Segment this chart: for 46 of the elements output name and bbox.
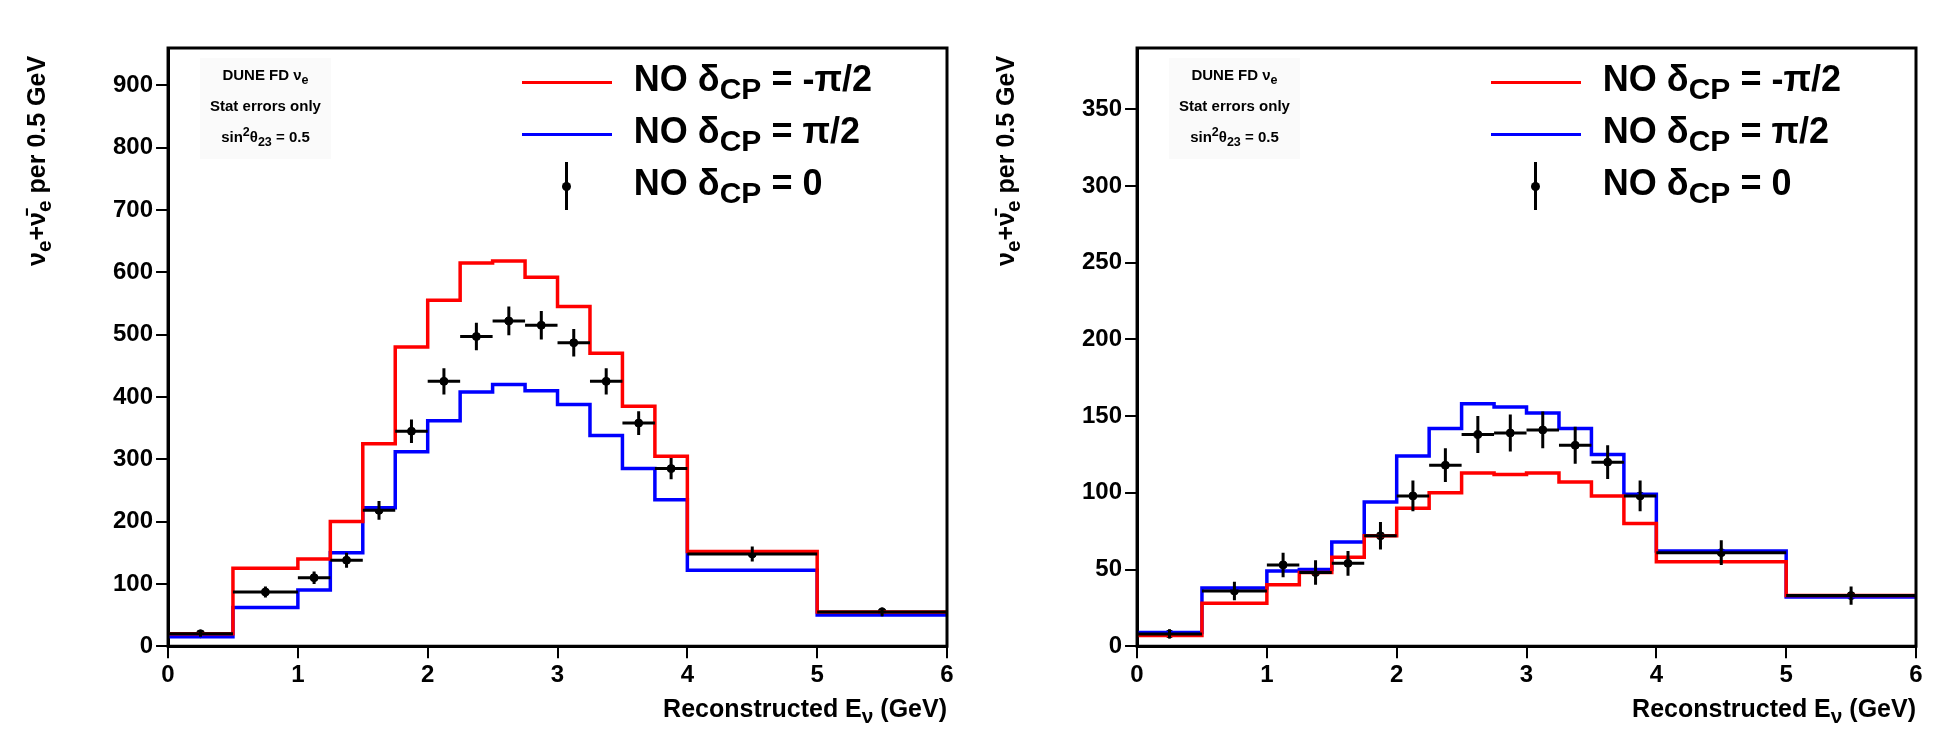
x-tick-label: 0	[1130, 660, 1144, 688]
annotation: DUNE FD ν$_{e}$	[221, 65, 310, 89]
y-tick-label: 600	[113, 256, 154, 284]
y-tick-label: 200	[1082, 324, 1123, 352]
annotation: Stat errors only	[1179, 96, 1290, 116]
x-tick-label: 6	[1909, 660, 1923, 688]
x-tick-label: 5	[810, 660, 824, 688]
x-tick-label: 0	[161, 660, 175, 688]
y-tick-label: 200	[113, 506, 154, 534]
y-tick-label: 100	[113, 568, 154, 596]
x-tick-label: 4	[1649, 660, 1664, 688]
legend-label: NO δ$_{CP}$ = -π/2	[633, 57, 872, 107]
annotation: Stat errors only	[210, 96, 321, 116]
legend-label: NO δ$_{CP}$ = -π/2	[1602, 57, 1841, 107]
x-tick-label: 3	[550, 660, 565, 688]
y-tick-label: 0	[139, 630, 154, 658]
x-tick-label: 2	[421, 660, 435, 688]
annotation: DUNE FD ν$_{e}$	[1190, 65, 1279, 89]
x-tick-label: 1	[291, 660, 305, 688]
x-tick-label: 5	[1779, 660, 1793, 688]
annotation: sin$^{2}$θ$_{23}$ = 0.5	[1189, 124, 1280, 151]
y-tick-label: 100	[1082, 477, 1123, 505]
y-tick-label: 700	[113, 194, 154, 222]
legend-label: NO δ$_{CP}$ = 0	[1602, 161, 1792, 211]
x-axis-title: Reconstructed E$_{ν}$ (GeV)	[663, 694, 947, 729]
y-tick-label: 50	[1095, 554, 1123, 582]
y-tick-label: 250	[1082, 247, 1123, 275]
y-tick-label: 800	[113, 132, 154, 160]
y-tick-label: 300	[1082, 170, 1123, 198]
legend-label: NO δ$_{CP}$ = π/2	[1602, 109, 1830, 159]
y-tick-label: 0	[1108, 630, 1123, 658]
x-tick-label: 6	[940, 660, 954, 688]
y-tick-label: 400	[113, 381, 154, 409]
legend-label: NO δ$_{CP}$ = π/2	[633, 109, 861, 159]
legend-label: NO δ$_{CP}$ = 0	[633, 161, 823, 211]
y-tick-label: 350	[1082, 93, 1123, 121]
y-tick-label: 900	[113, 70, 154, 98]
annotation: sin$^{2}$θ$_{23}$ = 0.5	[220, 124, 311, 151]
x-tick-label: 2	[1390, 660, 1404, 688]
x-tick-label: 4	[680, 660, 695, 688]
x-tick-label: 1	[1260, 660, 1274, 688]
x-axis-title: Reconstructed E$_{ν}$ (GeV)	[1632, 694, 1916, 729]
y-tick-label: 300	[113, 443, 154, 471]
y-tick-label: 500	[113, 319, 154, 347]
x-tick-label: 3	[1519, 660, 1534, 688]
y-tick-label: 150	[1082, 400, 1123, 428]
